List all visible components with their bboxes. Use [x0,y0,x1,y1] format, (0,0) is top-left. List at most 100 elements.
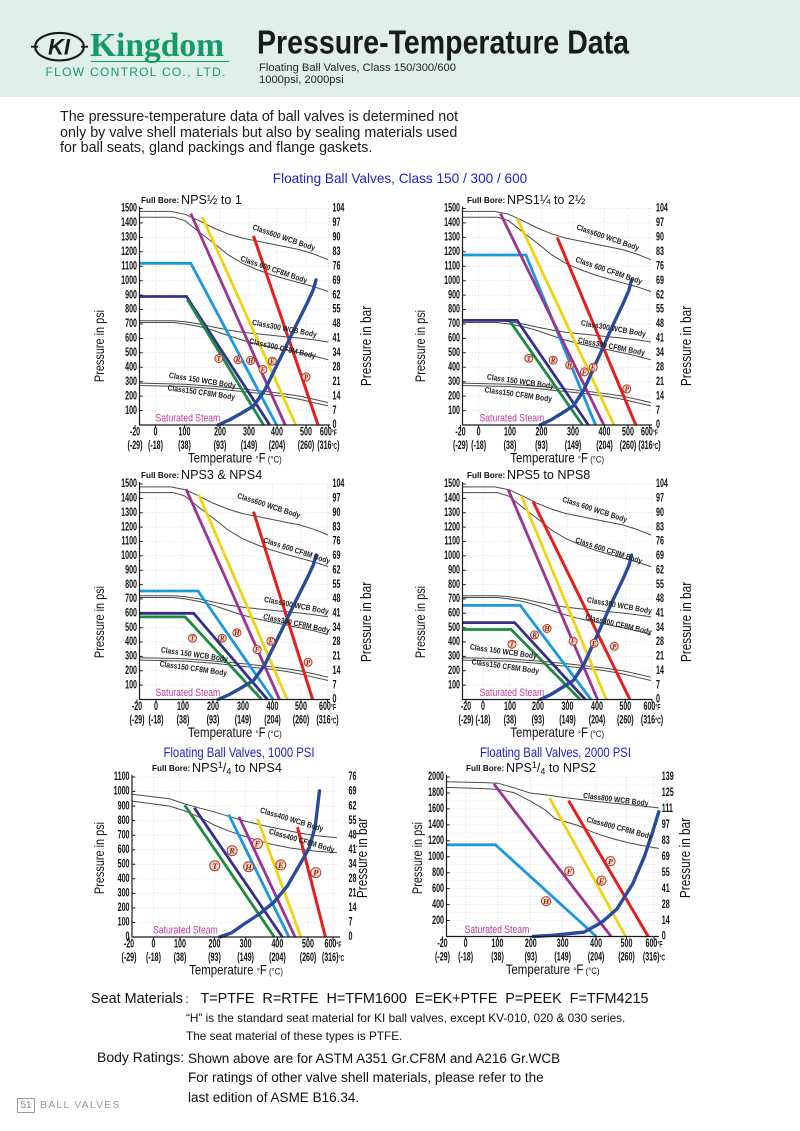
svg-text:21: 21 [333,650,341,663]
svg-text:(-29): (-29) [458,714,473,727]
svg-text:T: T [510,642,515,649]
svg-text:Full Bore:: Full Bore: [141,471,179,480]
svg-text:Class600 WCB Body: Class600 WCB Body [575,222,641,253]
svg-text:H: H [247,358,254,365]
svg-text:R: R [219,636,225,643]
svg-text:400: 400 [267,700,279,713]
svg-text:600°F: 600°F [643,700,660,713]
svg-text:(260): (260) [300,951,317,964]
svg-text:55: 55 [333,578,341,591]
svg-text:Pressure in bar: Pressure in bar [358,305,375,386]
svg-text:Temperature °F (°C): Temperature °F (°C) [506,961,600,977]
svg-text:41: 41 [349,843,357,856]
svg-text:139: 139 [662,771,674,784]
svg-text:600: 600 [125,607,137,620]
svg-text:Full Bore:: Full Bore: [467,471,505,480]
svg-text:69: 69 [656,274,664,287]
svg-text:(-29): (-29) [121,951,136,964]
svg-text:0: 0 [662,930,666,943]
svg-text:7: 7 [333,679,337,692]
svg-text:41: 41 [333,607,341,620]
svg-text:900: 900 [448,289,460,302]
svg-text:34: 34 [333,621,341,634]
svg-text:41: 41 [656,607,664,620]
svg-text:1200: 1200 [444,521,460,534]
svg-text:(38): (38) [174,951,187,964]
svg-text:7: 7 [656,404,660,417]
svg-text:(316)°C: (316)°C [322,951,344,964]
svg-text:34: 34 [333,346,341,359]
svg-text:Temperature °F (°C): Temperature °F (°C) [510,724,604,740]
svg-text:100: 100 [504,426,516,439]
svg-text:500: 500 [300,426,312,439]
svg-text:(-18): (-18) [148,439,163,452]
svg-text:(260): (260) [293,714,310,727]
svg-text:0: 0 [154,426,158,439]
svg-text:(-18): (-18) [471,439,486,452]
svg-text:400: 400 [125,361,137,374]
svg-text:600: 600 [448,607,460,620]
svg-text:200: 200 [118,901,130,914]
svg-text:(-18): (-18) [475,714,490,727]
svg-text:0: 0 [333,419,337,432]
svg-text:1400: 1400 [444,492,460,505]
svg-text:Kingdom: Kingdom [90,27,224,64]
svg-text:400: 400 [271,938,283,951]
svg-text:(93): (93) [524,951,537,964]
svg-text:Pressure in psi: Pressure in psi [410,822,426,894]
svg-text:97: 97 [333,492,341,505]
svg-text:800: 800 [432,866,444,879]
svg-text:76: 76 [333,535,341,548]
svg-text:76: 76 [656,260,664,273]
svg-text:(38): (38) [178,439,191,452]
svg-text:R: R [235,357,241,364]
svg-text:600: 600 [125,332,137,345]
svg-text:800: 800 [118,814,130,827]
svg-text:900: 900 [448,564,460,577]
svg-text:83: 83 [656,245,664,258]
svg-text:P: P [313,868,319,878]
svg-text:KI: KI [48,35,71,60]
svg-text:0: 0 [477,426,481,439]
svg-text:NPS½ to 1: NPS½ to 1 [181,193,242,207]
svg-text:E: E [268,639,274,646]
svg-text:(-29): (-29) [453,439,468,452]
svg-text:(93): (93) [532,714,545,727]
svg-text:1000: 1000 [121,274,137,287]
svg-text:300: 300 [125,375,137,388]
svg-text:500: 500 [619,700,631,713]
svg-text:(204): (204) [596,439,613,452]
svg-text:(204): (204) [264,714,281,727]
svg-text:1500: 1500 [444,478,460,491]
svg-text:F: F [571,639,576,646]
svg-text:7: 7 [656,679,660,692]
svg-text:69: 69 [333,549,341,562]
svg-text:(-29): (-29) [129,714,144,727]
svg-text:FLOW CONTROL CO., LTD.: FLOW CONTROL CO., LTD. [46,65,227,79]
svg-text:500: 500 [125,346,137,359]
svg-text:-20: -20 [124,938,134,951]
svg-text:Pressure in bar: Pressure in bar [678,581,695,662]
svg-text:100: 100 [504,700,516,713]
svg-text:T: T [212,861,218,871]
svg-text:T: T [217,356,222,363]
svg-text:500: 500 [118,858,130,871]
svg-text:300: 300 [557,937,569,950]
svg-text:400: 400 [118,872,130,885]
svg-text:700: 700 [125,318,137,331]
svg-text:Temperature °F (°C): Temperature °F (°C) [188,724,282,740]
svg-text:(-29): (-29) [127,439,142,452]
svg-text:H: H [542,897,550,906]
svg-text:Pressure in psi: Pressure in psi [413,586,429,658]
svg-text:7: 7 [333,404,337,417]
svg-text:100: 100 [125,679,137,692]
svg-text:1400: 1400 [121,216,137,229]
svg-text:200: 200 [536,426,548,439]
svg-text:Temperature °F (°C): Temperature °F (°C) [510,449,604,465]
svg-text:1300: 1300 [121,506,137,519]
svg-text:200: 200 [448,664,460,677]
svg-text:1100: 1100 [114,771,129,784]
svg-text:100: 100 [448,679,460,692]
svg-text:48: 48 [333,318,341,331]
svg-text:(-18): (-18) [146,951,161,964]
